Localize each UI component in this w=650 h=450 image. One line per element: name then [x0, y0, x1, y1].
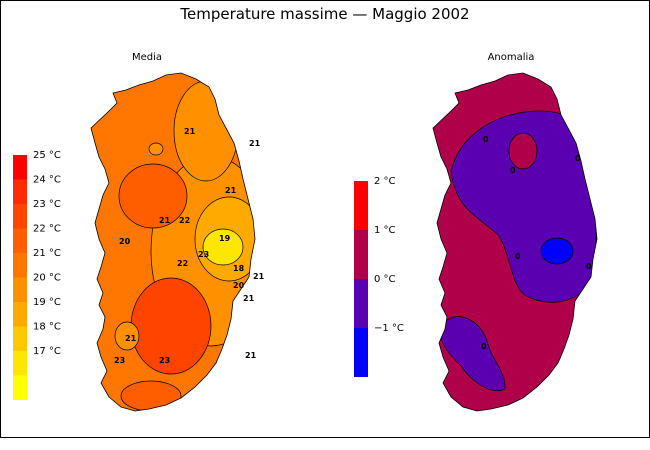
media-legend-label: 21 °C [33, 248, 61, 259]
map-figure: Temperature massime — Maggio 2002 Media … [13, 5, 598, 412]
media-contour-label: 23 [114, 356, 125, 365]
media-legend-label: 17 °C [33, 346, 61, 357]
anomalia-legend-swatch [354, 279, 368, 328]
media-contour-label: 20 [119, 237, 131, 246]
anomalia-legend-label: 0 °C [374, 274, 396, 285]
media-legend-label: 23 °C [33, 199, 61, 210]
media-contour-label: 19 [219, 234, 231, 243]
media-legend-swatch [13, 253, 27, 278]
media-contour-label: 21 [125, 334, 137, 343]
anomalia-zone-north-positive [508, 132, 538, 170]
media-contour-label: 21 [184, 127, 196, 136]
anomalia-contour-label: 0 [483, 135, 489, 144]
figure-title: Temperature massime — Maggio 2002 [179, 5, 469, 23]
media-legend-swatch [13, 228, 27, 253]
media-contour-label: 21 [159, 216, 171, 225]
anomalia-panel-label: Anomalia [488, 52, 535, 63]
anomalia-contour-label: 0 [481, 342, 487, 351]
anomalia-legend: 2 °C 1 °C 0 °C −1 °C [354, 176, 404, 377]
media-legend-swatch [13, 204, 27, 229]
media-contour-label: 22 [177, 259, 188, 268]
anomalia-panel: Anomalia 0 0 0 0 0 0 2 °C 1 °C 0 °C −1 °C [354, 52, 598, 412]
media-legend-swatch [13, 351, 27, 376]
media-map: 21 21 21 21 22 22 23 19 18 20 21 20 21 2… [90, 72, 265, 412]
media-contour-label: 21 [245, 351, 257, 360]
media-legend-label: 24 °C [33, 175, 61, 186]
media-zone-southern-tip [120, 380, 182, 411]
media-zone-south-23 [130, 277, 212, 375]
anomalia-contour-label: 0 [586, 262, 592, 271]
media-contour-label: 18 [233, 264, 245, 273]
media-legend-swatch [13, 326, 27, 351]
media-legend: 25 °C 24 °C 23 °C 22 °C 21 °C 20 °C 19 °C 18 °C… [13, 150, 61, 400]
media-legend-label: 25 °C [33, 150, 61, 161]
media-legend-label: 19 °C [33, 297, 61, 308]
media-contour-label: 20 [233, 281, 245, 290]
anomalia-legend-label: 2 °C [374, 176, 396, 187]
media-legend-swatch [13, 375, 27, 400]
anomalia-legend-swatch [354, 181, 368, 230]
media-zone-southwest [114, 321, 140, 351]
media-panel: Media 21 21 21 21 22 22 23 19 [13, 52, 265, 412]
media-contour-label: 22 [179, 216, 190, 225]
media-legend-label: 18 °C [33, 322, 61, 333]
media-contour-label: 21 [249, 139, 261, 148]
anomalia-zone-southwest-negative [439, 316, 506, 391]
media-zone-small [148, 142, 164, 156]
media-legend-swatch [13, 277, 27, 302]
media-legend-swatch [13, 155, 27, 180]
media-legend-label: 20 °C [33, 273, 61, 284]
media-legend-label: 22 °C [33, 224, 61, 235]
anomalia-contour-label: 0 [510, 166, 516, 175]
media-legend-swatch [13, 179, 27, 204]
media-zone-west-22 [118, 163, 188, 229]
media-panel-label: Media [132, 52, 162, 63]
anomalia-map: 0 0 0 0 0 0 [432, 72, 598, 412]
media-legend-swatch [13, 302, 27, 327]
media-contour-label: 21 [243, 294, 255, 303]
figure-frame: Temperature massime — Maggio 2002 Media … [0, 0, 650, 438]
media-contour-label: 21 [253, 272, 265, 281]
media-contour-label: 21 [225, 186, 237, 195]
anomalia-legend-label: 1 °C [374, 225, 396, 236]
media-zone-18 [202, 228, 244, 266]
anomalia-legend-swatch [354, 328, 368, 377]
anomalia-legend-swatch [354, 230, 368, 279]
anomalia-contour-label: 0 [575, 154, 581, 163]
anomalia-contour-label: 0 [515, 252, 521, 261]
anomalia-legend-label: −1 °C [374, 323, 404, 334]
anomalia-zone-minus-one [540, 237, 574, 265]
media-contour-label: 23 [198, 250, 209, 259]
media-contour-label: 23 [159, 356, 170, 365]
